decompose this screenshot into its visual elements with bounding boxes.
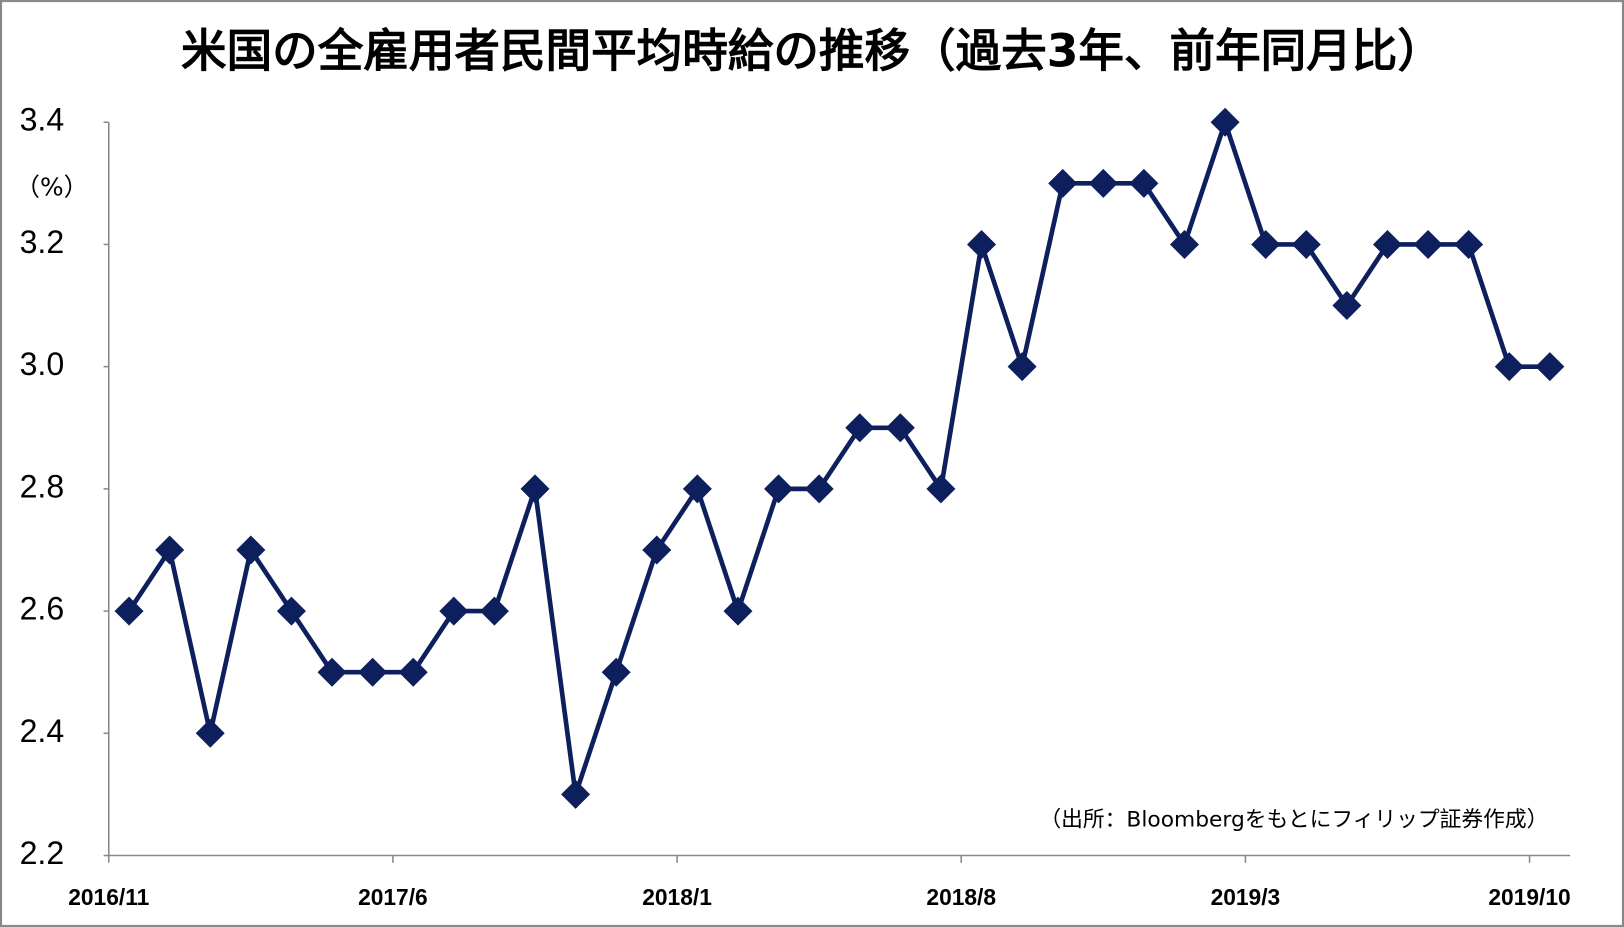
y-tick-label: 3.4 <box>20 102 65 138</box>
data-point <box>845 413 875 443</box>
data-point <box>1129 168 1159 198</box>
data-point <box>1169 229 1199 259</box>
x-tick-label: 2019/10 <box>1488 884 1570 910</box>
y-tick-label: 2.2 <box>20 835 65 871</box>
data-point <box>926 474 956 504</box>
data-point <box>276 596 306 626</box>
data-point <box>398 657 428 687</box>
data-point <box>1372 229 1402 259</box>
data-point <box>317 657 347 687</box>
data-point <box>885 413 915 443</box>
data-point <box>1291 229 1321 259</box>
y-tick-label: 3.0 <box>20 346 65 382</box>
y-tick-label: 2.4 <box>20 713 65 749</box>
data-point <box>561 779 591 809</box>
data-point <box>195 718 225 748</box>
x-tick-label: 2019/3 <box>1211 884 1281 910</box>
data-point <box>967 229 997 259</box>
y-tick-label: 2.8 <box>20 468 65 504</box>
data-point <box>601 657 631 687</box>
data-point <box>1251 229 1281 259</box>
data-point <box>1048 168 1078 198</box>
data-point <box>1332 291 1362 321</box>
data-point <box>642 535 672 565</box>
data-point <box>439 596 469 626</box>
data-point <box>1535 352 1565 382</box>
x-tick-label: 2018/1 <box>642 884 712 910</box>
y-tick-label: 2.6 <box>20 591 65 627</box>
data-point <box>723 596 753 626</box>
source-note: （出所：Bloombergをもとにフィリップ証券作成） <box>1039 807 1548 832</box>
data-point <box>155 535 185 565</box>
y-tick-label: 3.2 <box>20 224 65 260</box>
x-tick-label: 2016/11 <box>68 884 149 910</box>
x-tick-label: 2018/8 <box>926 884 996 910</box>
x-tick-label: 2017/6 <box>358 884 428 910</box>
chart-title: 米国の全雇用者民間平均時給の推移（過去3年、前年同月比） <box>181 24 1443 77</box>
data-point <box>682 474 712 504</box>
data-point <box>479 596 509 626</box>
data-point <box>764 474 794 504</box>
data-point <box>804 474 834 504</box>
data-point <box>1007 352 1037 382</box>
data-point <box>520 474 550 504</box>
y-unit-label: （%） <box>15 173 88 202</box>
data-point <box>236 535 266 565</box>
data-point <box>1454 229 1484 259</box>
data-point <box>114 596 144 626</box>
data-point <box>1413 229 1443 259</box>
data-point <box>1088 168 1118 198</box>
data-point <box>1494 352 1524 382</box>
data-point <box>358 657 388 687</box>
